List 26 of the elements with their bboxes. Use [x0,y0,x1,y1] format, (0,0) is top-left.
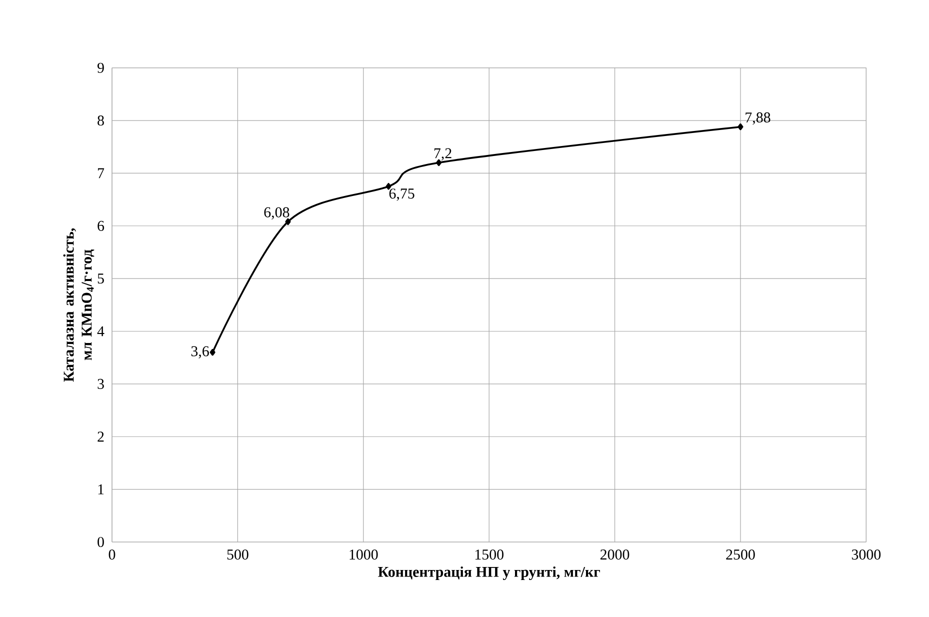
y-tick-label: 7 [98,168,104,178]
y-tick-label: 6 [98,220,104,231]
data-label: 7,2 [434,148,452,160]
data-label: 6,75 [389,188,414,201]
x-tick-label: 3000 [852,550,881,560]
point [386,182,392,190]
y-tick-label: 8 [98,115,104,126]
point [738,123,744,130]
x-tick-label: 2000 [600,550,630,560]
y-tick-label: 0 [98,536,104,548]
x-tick-label: 500 [227,550,248,560]
x-tick-label: 1000 [350,550,378,560]
x-axis-title: Концентрація НП у грунті, мг/кг [378,566,600,580]
y-tick-label: 5 [98,274,104,284]
x-tick-label: 0 [108,550,116,560]
data-label: 7,88 [746,112,770,125]
x-tick-label: 2500 [726,550,755,560]
y-tick-label: 4 [97,326,104,336]
point [210,348,216,356]
y-tick-label: 9 [98,62,104,73]
y-tick-label: 1 [98,484,104,494]
y-tick-label: 3 [98,378,104,389]
data-label: 3,6 [191,346,209,358]
x-tick-label: 1500 [475,550,504,560]
y-tick-label: 2 [98,432,104,442]
data-label: 6,08 [264,207,290,220]
